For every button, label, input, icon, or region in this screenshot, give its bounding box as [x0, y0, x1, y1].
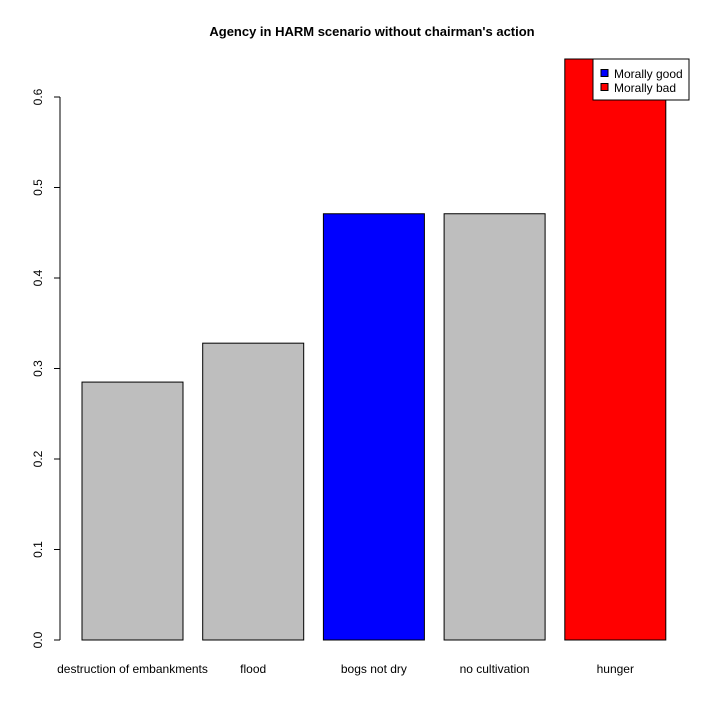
bar: [81, 381, 184, 641]
legend-box: [592, 58, 690, 101]
bar: [564, 58, 667, 641]
y-tick-label: 0.5: [31, 179, 45, 196]
chart-title: Agency in HARM scenario without chairman…: [209, 24, 534, 39]
bar: [322, 213, 425, 641]
legend-label: Morally good: [614, 67, 683, 81]
y-tick-label: 0.0: [31, 631, 45, 648]
x-tick-label: flood: [240, 662, 266, 676]
y-tick-label: 0.4: [31, 269, 45, 286]
y-tick-label: 0.3: [31, 360, 45, 377]
y-tick-label: 0.2: [31, 450, 45, 467]
legend-swatch: [600, 83, 609, 91]
legend-label: Morally bad: [614, 81, 676, 95]
x-tick-label: bogs not dry: [341, 662, 407, 676]
x-tick-label: no cultivation: [460, 662, 530, 676]
y-tick-label: 0.6: [31, 88, 45, 105]
bar: [202, 342, 305, 641]
legend-swatch: [600, 69, 609, 77]
x-tick-label: hunger: [597, 662, 634, 676]
y-axis: 0.0 0.1 0.2 0.3 0.4 0.5 0.6: [31, 88, 61, 648]
bar: [443, 213, 546, 641]
x-axis-labels: destruction of embankments flood bogs not …: [57, 662, 634, 676]
y-tick-label: 0.1: [31, 541, 45, 558]
x-tick-label: destruction of embankments: [57, 662, 208, 676]
bars-group: [81, 58, 667, 641]
